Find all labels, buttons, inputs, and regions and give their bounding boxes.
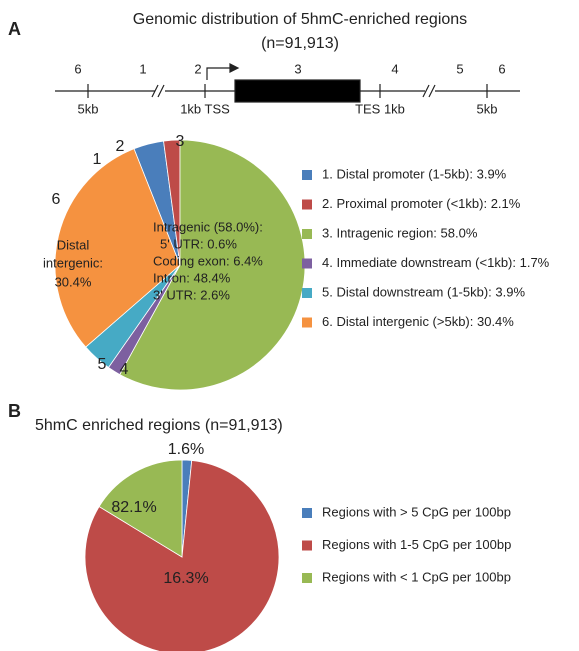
arrow-head [229,63,240,73]
legend-swatch [302,508,312,518]
region-number: 5 [456,61,463,76]
gene-diagram [55,63,520,103]
break [157,84,165,98]
panel-label: A [8,19,21,39]
legend-label: 6. Distal intergenic (>5kb): 30.4% [322,314,514,329]
region-number: 1 [139,61,146,76]
region-number: 3 [294,61,301,76]
break [422,84,430,98]
annotation: Intragenic (58.0%): [153,219,263,234]
value-label: 16.3% [163,570,208,587]
legend-label: 1. Distal promoter (1-5kb): 3.9% [322,166,507,181]
legend-swatch [302,317,312,328]
slice-label: 3 [176,133,185,150]
annotation: 5' UTR: 0.6% [160,236,237,251]
annotation: Distal [57,237,90,252]
panel-label: B [8,401,21,421]
legend-swatch [302,540,312,551]
position-label: 5kb [477,101,498,116]
pie-slice [54,148,181,348]
value-label: 1.6% [168,441,204,458]
slice-label: 1 [93,151,102,168]
break [151,84,159,98]
legend-swatch [302,288,312,298]
position-label: 1kb TSS [180,101,230,116]
legend-label: Regions with > 5 CpG per 100bp [322,504,511,519]
pie-slice [98,459,183,558]
gene-body [234,79,361,103]
annotation: 3' UTR: 2.6% [153,287,230,302]
slice-label: 6 [52,191,61,208]
legend-label: 5. Distal downstream (1-5kb): 3.9% [322,284,525,299]
slice-label: 2 [116,138,125,155]
annotation: Intron: 48.4% [153,270,231,285]
legend-swatch [302,199,312,210]
pie-slice [119,139,306,391]
annotation: 30.4% [55,274,92,289]
region-number: 6 [498,61,505,76]
legend-label: Regions with < 1 CpG per 100bp [322,569,511,584]
pie-slice [84,460,280,651]
legend-label: 2. Proximal promoter (<1kb): 2.1% [322,196,521,211]
region-number: 2 [194,61,201,76]
legend-swatch [302,229,312,239]
chart-title: 5hmC enriched regions (n=91,913) [35,417,283,434]
legend-swatch [302,258,312,269]
region-number: 6 [74,61,81,76]
position-label: TES 1kb [355,101,405,116]
legend-label: Regions with 1-5 CpG per 100bp [322,537,511,552]
position-label: 5kb [78,101,99,116]
legend-label: 4. Immediate downstream (<1kb): 1.7% [322,255,550,270]
legend-swatch [302,573,312,583]
chart-subtitle: (n=91,913) [261,35,339,52]
annotation: intergenic: [43,255,103,270]
value-label: 82.1% [111,499,156,516]
break [428,84,436,98]
chart-title: Genomic distribution of 5hmC-enriched re… [133,11,467,28]
tss-arrow [206,67,232,80]
slice-label: 4 [120,361,129,378]
slice-label: 5 [98,356,107,373]
legend-swatch [302,170,312,180]
legend-label: 3. Intragenic region: 58.0% [322,225,478,240]
annotation: Coding exon: 6.4% [153,253,263,268]
region-number: 4 [391,61,398,76]
